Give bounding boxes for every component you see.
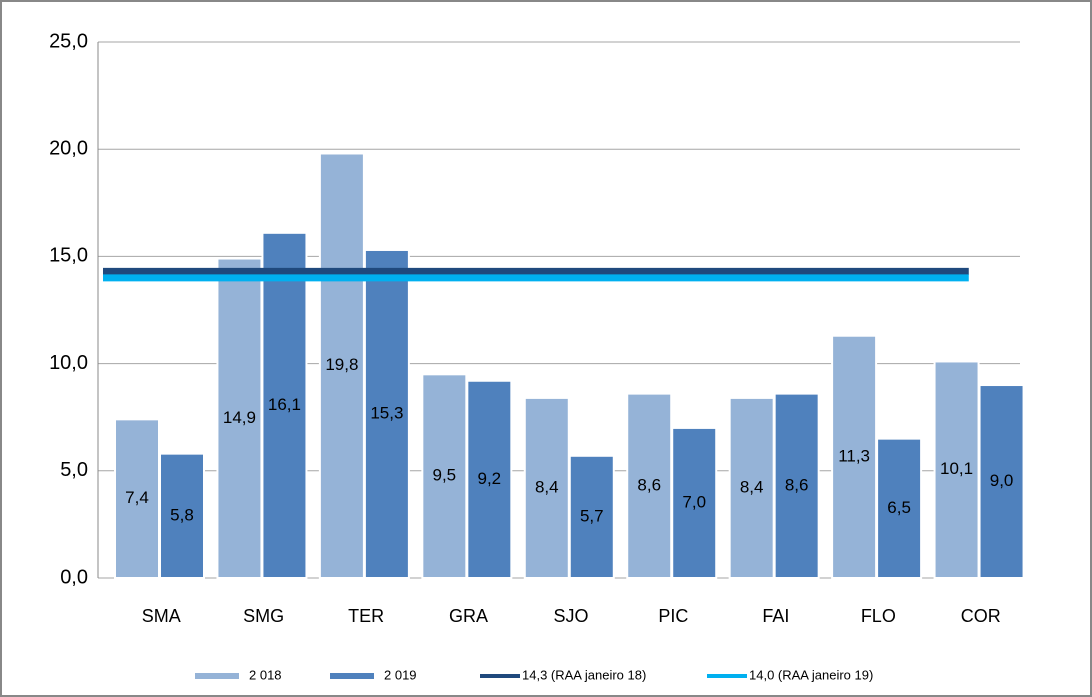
data-label: 8,6 <box>785 475 809 494</box>
bar <box>933 360 980 579</box>
y-tick-label: 25,0 <box>49 30 88 52</box>
data-label: 11,3 <box>838 446 870 465</box>
legend-label: 14,0 (RAA janeiro 19) <box>749 667 873 682</box>
bar <box>568 454 615 579</box>
legend-label: 2 019 <box>384 667 417 682</box>
data-label: 7,0 <box>682 492 706 511</box>
x-tick-label: GRA <box>449 606 488 626</box>
x-tick-label: FLO <box>861 606 896 626</box>
data-label: 7,4 <box>125 488 149 507</box>
legend-label: 2 018 <box>249 667 282 682</box>
legend-swatch <box>330 673 374 679</box>
x-tick-label: SMG <box>243 606 284 626</box>
data-label: 9,2 <box>478 469 502 488</box>
data-label: 8,6 <box>637 475 661 494</box>
bar <box>671 426 718 580</box>
y-tick-label: 0,0 <box>60 566 88 588</box>
bar <box>626 392 673 579</box>
data-label: 16,1 <box>268 395 301 414</box>
bar <box>876 437 923 580</box>
data-label: 19,8 <box>325 355 358 374</box>
legend-swatch <box>195 673 239 679</box>
y-tick-label: 5,0 <box>60 459 88 481</box>
y-tick-label: 10,0 <box>49 352 88 374</box>
data-label: 14,9 <box>223 408 256 427</box>
bar <box>114 418 160 579</box>
data-label: 10,1 <box>940 459 973 478</box>
bar <box>216 257 263 579</box>
data-label: 9,5 <box>433 466 457 485</box>
legend-label: 14,3 (RAA janeiro 18) <box>522 667 646 682</box>
x-tick-label: FAI <box>762 606 789 626</box>
bar <box>318 152 365 579</box>
bar <box>363 248 410 580</box>
x-tick-label: PIC <box>658 606 688 626</box>
bar <box>159 452 205 580</box>
bar <box>261 231 308 579</box>
data-label: 9,0 <box>990 471 1014 490</box>
data-label: 6,5 <box>887 498 911 517</box>
data-label: 8,4 <box>740 477 764 496</box>
x-tick-label: COR <box>961 606 1001 626</box>
bar <box>523 396 570 579</box>
bar <box>728 396 775 579</box>
data-label: 5,8 <box>170 505 194 524</box>
bar <box>466 379 513 580</box>
x-tick-label: SJO <box>553 606 588 626</box>
y-tick-label: 20,0 <box>49 137 88 159</box>
data-label: 8,4 <box>535 477 559 496</box>
x-tick-label: TER <box>348 606 384 626</box>
bar <box>773 392 820 579</box>
y-tick-label: 15,0 <box>49 245 88 267</box>
bar <box>978 384 1025 580</box>
x-tick-label: SMA <box>142 606 181 626</box>
data-label: 5,7 <box>580 506 604 525</box>
data-label: 15,3 <box>370 403 403 422</box>
